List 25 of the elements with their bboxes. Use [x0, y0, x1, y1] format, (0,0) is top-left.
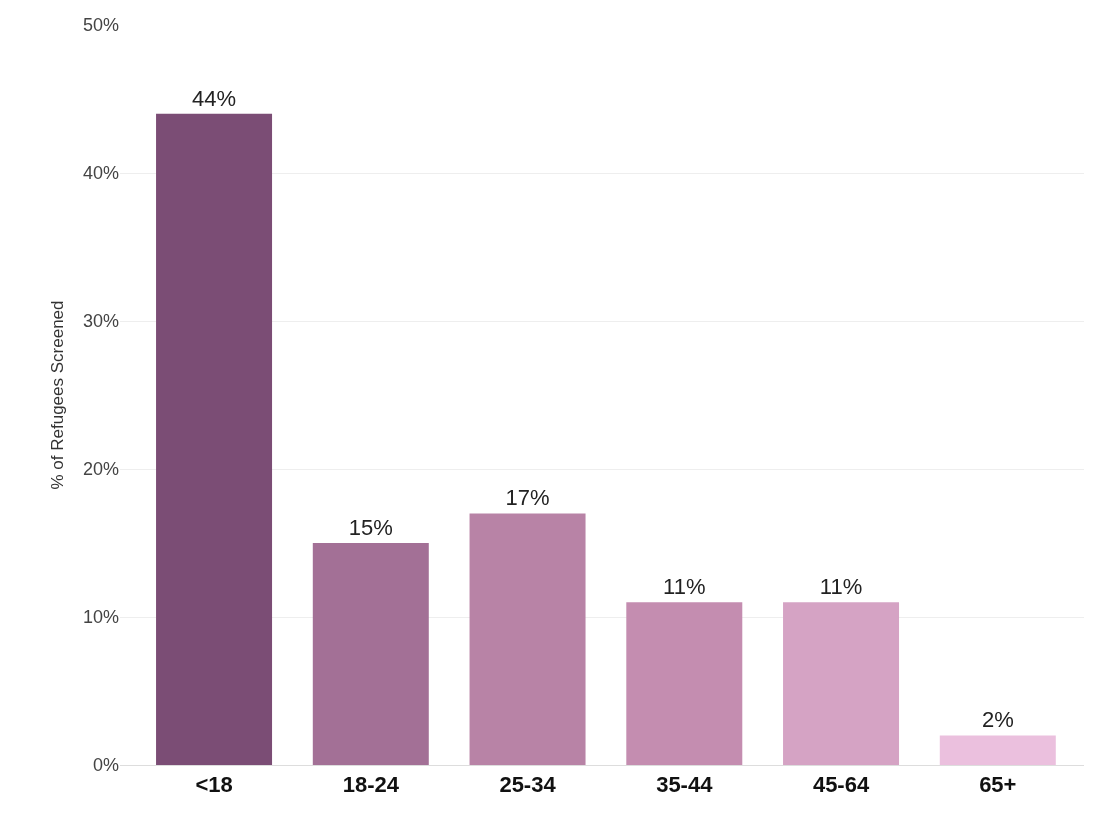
y-tick-label: 40%	[82, 163, 119, 184]
data-label: 44%	[192, 85, 237, 111]
data-label: 15%	[348, 515, 393, 540]
x-tick-label: 45-64	[812, 772, 870, 798]
y-axis-title: % of Refugees Screened	[47, 300, 67, 490]
bar	[156, 113, 273, 765]
data-label: 17%	[505, 485, 550, 511]
y-tick-label: 30%	[82, 311, 119, 332]
x-tick-label: 18-24	[342, 772, 400, 798]
x-tick-label: 65+	[979, 772, 1017, 798]
bar	[312, 543, 429, 765]
y-tick-label: 20%	[82, 459, 119, 480]
data-label: 11%	[819, 574, 863, 600]
bar	[469, 513, 586, 765]
x-tick-label: <18	[195, 772, 233, 798]
y-tick-label: 10%	[82, 607, 119, 628]
bar	[939, 735, 1056, 765]
data-label: 11%	[663, 574, 706, 600]
x-tick-label: 35-44	[656, 772, 714, 798]
y-tick-label: 50%	[82, 15, 119, 36]
bar	[783, 602, 900, 765]
x-tick-label: 25-34	[499, 772, 557, 798]
bar	[626, 602, 743, 765]
y-tick-label: 0%	[92, 755, 119, 776]
data-label: 2%	[981, 707, 1014, 733]
